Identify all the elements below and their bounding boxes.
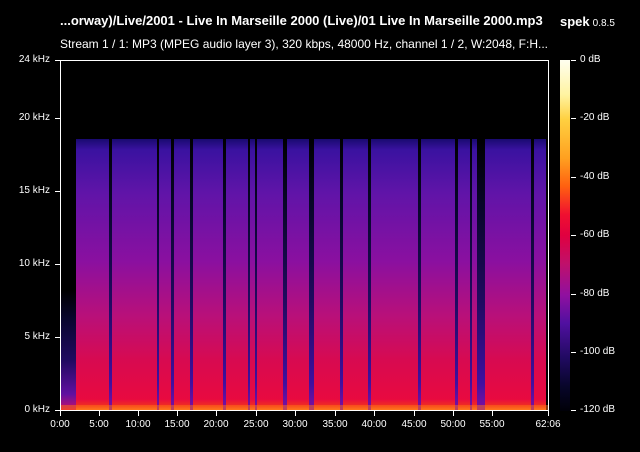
x-tick — [177, 411, 178, 416]
colorbar-tick — [571, 60, 576, 61]
x-tick — [99, 411, 100, 416]
y-tick — [55, 118, 60, 119]
colorbar-label: -20 dB — [580, 112, 610, 123]
x-tick — [453, 411, 454, 416]
x-tick-label: 20:00 — [203, 419, 229, 430]
colorbar-label: -100 dB — [580, 346, 616, 357]
x-tick-label: 30:00 — [282, 419, 308, 430]
y-tick-label: 20 kHz — [18, 112, 50, 123]
app-brand: spek 0.8.5 — [560, 13, 615, 31]
x-tick — [492, 411, 493, 416]
colorbar-tick — [571, 294, 576, 295]
x-tick-label: 10:00 — [125, 419, 151, 430]
colorbar — [560, 60, 570, 411]
y-tick-label: 24 kHz — [18, 54, 50, 65]
x-tick-label: 25:00 — [243, 419, 269, 430]
x-tick — [216, 411, 217, 416]
x-tick — [138, 411, 139, 416]
colorbar-tick — [571, 177, 576, 178]
file-title: ...orway)/Live/2001 - Live In Marseille … — [60, 13, 543, 28]
y-tick-label: 0 kHz — [24, 404, 50, 415]
colorbar-label: -60 dB — [580, 229, 610, 240]
colorbar-tick — [571, 235, 576, 236]
x-tick — [548, 411, 549, 416]
colorbar-tick — [571, 352, 576, 353]
x-tick-label: 50:00 — [440, 419, 466, 430]
colorbar-tick — [571, 410, 576, 411]
app-version: 0.8.5 — [592, 18, 615, 29]
x-tick-label: 0:00 — [50, 419, 70, 430]
x-tick-label: 55:00 — [479, 419, 505, 430]
colorbar-label: -40 dB — [580, 171, 610, 182]
x-tick — [60, 411, 61, 416]
y-tick — [55, 410, 60, 411]
x-tick-label: 45:00 — [401, 419, 427, 430]
x-tick — [414, 411, 415, 416]
y-tick-label: 5 kHz — [24, 331, 50, 342]
y-tick-label: 15 kHz — [18, 185, 50, 196]
colorbar-label: -120 dB — [580, 404, 616, 415]
y-tick — [55, 264, 60, 265]
spectrogram-image — [61, 61, 548, 410]
y-tick-label: 10 kHz — [18, 258, 50, 269]
x-tick-label: 40:00 — [361, 419, 387, 430]
spectrogram-plot[interactable] — [60, 60, 549, 411]
colorbar-label: 0 dB — [580, 54, 601, 65]
app-name: spek — [560, 14, 590, 29]
colorbar-label: -80 dB — [580, 288, 610, 299]
y-tick — [55, 60, 60, 61]
colorbar-tick — [571, 118, 576, 119]
x-tick — [335, 411, 336, 416]
x-tick-label: 15:00 — [164, 419, 190, 430]
x-tick — [374, 411, 375, 416]
x-tick — [295, 411, 296, 416]
y-tick — [55, 191, 60, 192]
x-tick-label: 5:00 — [89, 419, 109, 430]
y-tick — [55, 337, 60, 338]
x-tick — [256, 411, 257, 416]
stream-info: Stream 1 / 1: MP3 (MPEG audio layer 3), … — [60, 37, 549, 51]
x-tick-label: 62:06 — [535, 419, 561, 430]
x-tick-label: 35:00 — [322, 419, 348, 430]
